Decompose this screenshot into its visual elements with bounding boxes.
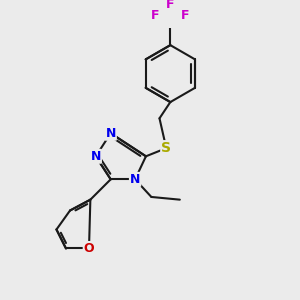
Text: O: O	[84, 242, 94, 255]
Text: F: F	[151, 9, 160, 22]
Text: N: N	[106, 127, 116, 140]
Text: S: S	[161, 141, 171, 155]
Text: F: F	[166, 0, 175, 11]
Text: N: N	[130, 173, 140, 186]
Text: F: F	[181, 9, 190, 22]
Text: N: N	[91, 150, 101, 163]
